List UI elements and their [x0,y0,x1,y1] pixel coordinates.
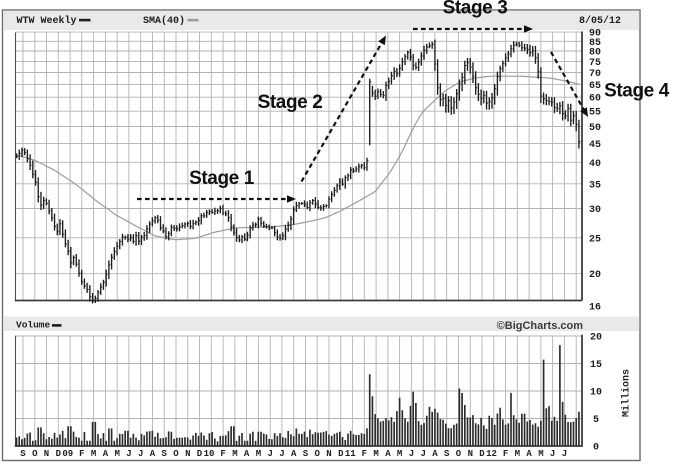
svg-text:J: J [267,449,272,459]
svg-text:A: A [150,449,156,459]
svg-text:A: A [291,449,297,459]
svg-text:M: M [397,449,402,459]
svg-text:M: M [114,449,119,459]
svg-text:N: N [44,449,49,459]
svg-text:M: M [515,449,520,459]
svg-text:J: J [279,449,284,459]
svg-text:16: 16 [589,303,601,314]
svg-text:O: O [173,449,179,459]
svg-text:N: N [468,449,473,459]
svg-text:J: J [138,449,143,459]
svg-text:J: J [420,449,425,459]
svg-text:35: 35 [589,180,601,191]
svg-text:M: M [91,449,96,459]
svg-text:70: 70 [589,69,601,80]
svg-text:30: 30 [589,205,601,216]
svg-text:Millions: Millions [621,369,633,417]
svg-text:55: 55 [589,108,601,119]
svg-text:S: S [161,449,167,459]
svg-text:09: 09 [62,449,73,459]
svg-text:80: 80 [589,48,601,59]
svg-text:O: O [314,449,320,459]
svg-text:WTW Weekly: WTW Weekly [17,15,77,27]
svg-text:©BigCharts.com: ©BigCharts.com [497,320,584,332]
svg-text:F: F [503,449,508,459]
svg-text:60: 60 [589,94,601,105]
svg-text:11: 11 [345,449,356,459]
svg-text:65: 65 [589,81,601,92]
svg-text:45: 45 [589,140,601,151]
svg-text:A: A [103,449,109,459]
svg-text:M: M [373,449,378,459]
svg-text:85: 85 [589,38,601,49]
svg-text:D: D [197,449,203,459]
svg-text:F: F [79,449,84,459]
svg-text:J: J [550,449,555,459]
svg-text:SMA(40): SMA(40) [143,15,185,27]
svg-text:50: 50 [589,123,601,134]
svg-text:Volume: Volume [16,320,51,331]
svg-text:F: F [362,449,367,459]
svg-text:75: 75 [589,58,601,69]
svg-text:N: N [326,449,331,459]
svg-text:J: J [562,449,567,459]
svg-text:J: J [126,449,131,459]
svg-text:M: M [538,449,543,459]
svg-text:Stage 2: Stage 2 [258,92,323,113]
svg-text:J: J [409,449,414,459]
svg-text:8/05/12: 8/05/12 [579,15,621,27]
svg-text:Stage 4: Stage 4 [604,81,670,102]
svg-text:25: 25 [589,234,601,245]
svg-text:A: A [432,449,438,459]
svg-text:Stage 3: Stage 3 [443,0,508,19]
svg-text:O: O [456,449,462,459]
svg-text:A: A [526,449,532,459]
svg-text:20: 20 [590,333,602,344]
svg-text:10: 10 [590,388,602,399]
svg-text:F: F [220,449,225,459]
svg-text:O: O [32,449,38,459]
svg-text:15: 15 [590,360,602,371]
svg-text:D: D [338,449,344,459]
svg-text:40: 40 [589,159,601,170]
svg-text:S: S [20,449,26,459]
svg-text:5: 5 [593,415,599,426]
svg-text:10: 10 [204,449,215,459]
svg-text:12: 12 [486,449,497,459]
svg-text:M: M [232,449,237,459]
svg-text:S: S [303,449,309,459]
svg-text:0: 0 [593,443,599,454]
svg-text:S: S [444,449,450,459]
svg-text:Stage 1: Stage 1 [189,168,255,189]
svg-text:D: D [56,449,62,459]
svg-text:A: A [244,449,250,459]
svg-text:A: A [385,449,391,459]
svg-text:N: N [185,449,190,459]
svg-text:M: M [256,449,261,459]
svg-text:90: 90 [589,29,601,40]
svg-text:20: 20 [589,270,601,281]
svg-text:D: D [479,449,485,459]
